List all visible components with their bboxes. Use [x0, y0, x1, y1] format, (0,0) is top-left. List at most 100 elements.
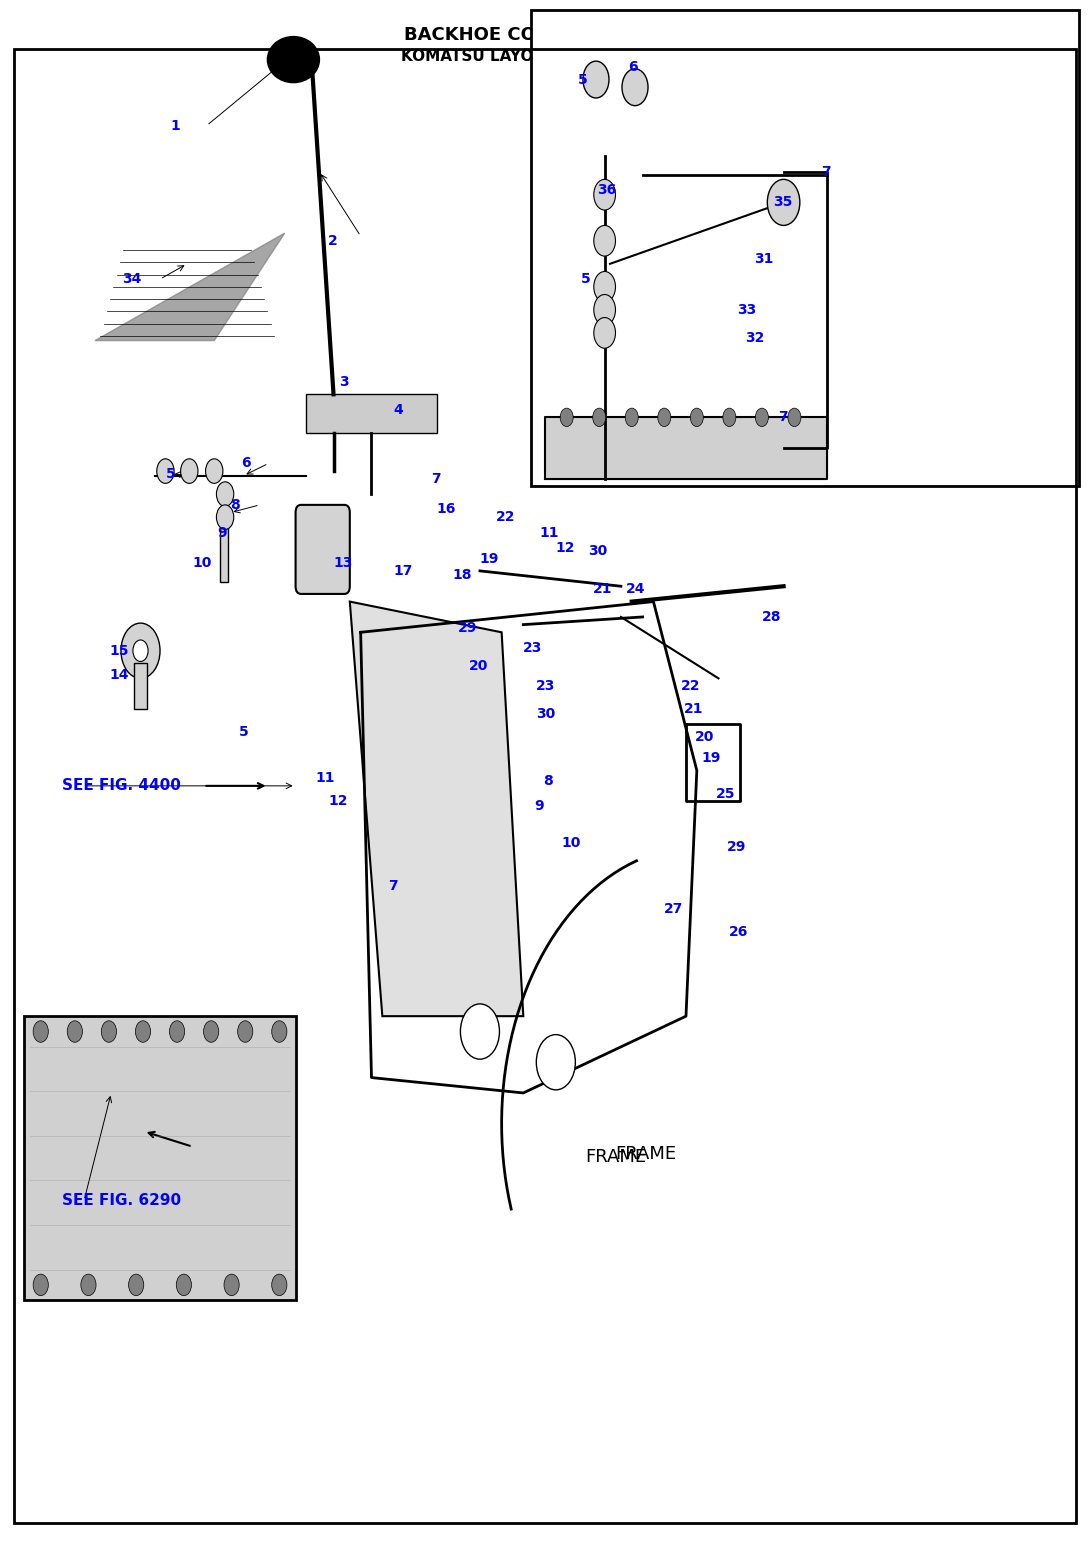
Text: 17: 17	[393, 564, 412, 578]
FancyBboxPatch shape	[531, 11, 1078, 487]
Text: 7: 7	[388, 878, 398, 892]
Polygon shape	[95, 233, 284, 341]
Circle shape	[271, 1020, 287, 1042]
Text: 34: 34	[122, 273, 142, 287]
Circle shape	[204, 1020, 219, 1042]
Text: 28: 28	[762, 610, 782, 624]
Text: 11: 11	[315, 770, 335, 786]
Text: 19: 19	[701, 750, 720, 766]
Text: 22: 22	[496, 510, 516, 524]
Text: 30: 30	[536, 707, 556, 721]
Circle shape	[767, 179, 800, 225]
Text: 6: 6	[241, 456, 251, 470]
Circle shape	[157, 459, 174, 484]
Circle shape	[33, 1020, 48, 1042]
Circle shape	[690, 408, 703, 427]
Circle shape	[560, 408, 573, 427]
Circle shape	[626, 408, 639, 427]
Text: 23: 23	[523, 641, 543, 655]
Ellipse shape	[267, 37, 319, 83]
Circle shape	[68, 1020, 83, 1042]
FancyBboxPatch shape	[220, 524, 228, 581]
Circle shape	[238, 1020, 253, 1042]
Text: 9: 9	[218, 525, 227, 539]
Circle shape	[206, 459, 223, 484]
Circle shape	[217, 482, 233, 507]
Text: 21: 21	[683, 703, 703, 717]
Text: 7: 7	[822, 165, 832, 179]
Text: 21: 21	[593, 582, 613, 596]
Text: 20: 20	[694, 730, 714, 744]
Text: 1: 1	[171, 119, 181, 133]
Text: 7: 7	[778, 410, 788, 424]
Text: 19: 19	[480, 552, 499, 566]
Text: 22: 22	[680, 680, 700, 693]
Circle shape	[135, 1020, 150, 1042]
Text: 20: 20	[469, 660, 488, 673]
Circle shape	[169, 1020, 184, 1042]
Text: 5: 5	[239, 726, 249, 740]
Text: FRAME: FRAME	[585, 1148, 646, 1167]
Polygon shape	[24, 1016, 295, 1301]
Text: 23: 23	[536, 680, 556, 693]
Circle shape	[101, 1020, 117, 1042]
Text: 24: 24	[627, 582, 646, 596]
Circle shape	[594, 179, 616, 210]
Text: 10: 10	[193, 556, 211, 570]
Text: 14: 14	[109, 669, 129, 683]
Text: SEE FIG. 4400: SEE FIG. 4400	[62, 778, 181, 794]
Circle shape	[81, 1274, 96, 1296]
Text: 25: 25	[716, 786, 736, 800]
Circle shape	[788, 408, 801, 427]
Text: 11: 11	[540, 525, 559, 539]
Text: 9: 9	[534, 798, 544, 812]
Text: 12: 12	[328, 794, 348, 807]
Text: KOMATSU LAYOUT CONTROL (1/2): KOMATSU LAYOUT CONTROL (1/2)	[401, 49, 689, 63]
Text: 10: 10	[561, 835, 581, 849]
Text: 29: 29	[458, 621, 477, 635]
Circle shape	[177, 1274, 192, 1296]
Circle shape	[657, 408, 670, 427]
Circle shape	[225, 1274, 239, 1296]
Circle shape	[594, 225, 616, 256]
Circle shape	[622, 69, 649, 106]
Text: 16: 16	[437, 502, 456, 516]
Text: 8: 8	[543, 774, 553, 789]
Text: 35: 35	[773, 196, 792, 210]
Circle shape	[271, 1274, 287, 1296]
Circle shape	[129, 1274, 144, 1296]
Circle shape	[121, 623, 160, 678]
Text: 4: 4	[393, 402, 403, 416]
Text: 2: 2	[328, 234, 338, 248]
Text: 12: 12	[556, 541, 576, 555]
Text: 6: 6	[629, 60, 638, 74]
Text: 31: 31	[754, 253, 774, 267]
Text: 3: 3	[339, 374, 349, 388]
Text: BACKHOE CONTROL LEVERS: BACKHOE CONTROL LEVERS	[403, 26, 687, 43]
Text: 26: 26	[729, 925, 749, 938]
Text: 18: 18	[452, 569, 472, 582]
Circle shape	[181, 459, 198, 484]
Text: 30: 30	[589, 544, 607, 558]
Text: 33: 33	[737, 304, 756, 317]
Text: 29: 29	[727, 840, 747, 854]
Circle shape	[583, 62, 609, 99]
Text: 32: 32	[746, 330, 765, 345]
Text: 5: 5	[578, 72, 588, 86]
Circle shape	[33, 1274, 48, 1296]
Text: 27: 27	[664, 901, 683, 915]
Circle shape	[593, 408, 606, 427]
Text: 5: 5	[166, 467, 175, 481]
Text: 7: 7	[432, 472, 440, 485]
Text: FRAME: FRAME	[616, 1145, 677, 1163]
FancyBboxPatch shape	[134, 663, 147, 709]
Text: 15: 15	[109, 644, 129, 658]
Polygon shape	[306, 394, 437, 433]
Circle shape	[594, 271, 616, 302]
Text: SEE FIG. 6290: SEE FIG. 6290	[62, 1193, 182, 1208]
Polygon shape	[350, 601, 523, 1016]
Circle shape	[217, 505, 233, 530]
Circle shape	[723, 408, 736, 427]
FancyBboxPatch shape	[295, 505, 350, 593]
Text: 5: 5	[581, 273, 591, 287]
